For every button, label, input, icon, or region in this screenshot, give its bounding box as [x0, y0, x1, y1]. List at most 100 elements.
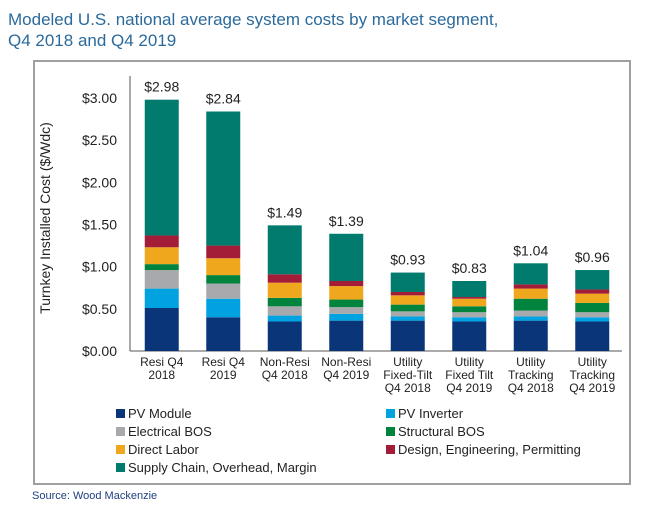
bar-total-label: $2.84: [206, 90, 241, 106]
legend-item: Electrical BOS: [116, 424, 212, 439]
x-tick-label: Utility: [393, 355, 422, 369]
bar-segment-design-engineering-permitting: [329, 281, 364, 287]
bar-segment-supply-chain-overhead-margin: [452, 281, 487, 298]
bar-total-label: $2.98: [144, 79, 179, 95]
bar-segment-structural-bos: [390, 304, 425, 312]
bar-segment-direct-labor: [390, 295, 425, 305]
y-tick-label: $0.00: [82, 343, 117, 359]
bar-segment-pv-inverter: [390, 316, 425, 321]
bar-segment-electrical-bos: [452, 312, 487, 318]
bar-segment-structural-bos: [206, 275, 241, 284]
title-line-2: Q4 2018 and Q4 2019: [8, 31, 177, 50]
bar-total-label: $0.83: [452, 260, 487, 276]
x-tick-label: Tracking: [569, 368, 615, 382]
bar-segment-electrical-bos: [267, 306, 302, 316]
bar-segment-pv-inverter: [206, 298, 241, 318]
bar-segment-design-engineering-permitting: [206, 245, 241, 259]
y-tick-label: $1.50: [82, 217, 117, 233]
bar-segment-design-engineering-permitting: [452, 297, 487, 299]
bar-segment-pv-module: [144, 307, 179, 351]
bar-total-label: $1.39: [329, 213, 364, 229]
bar-total-label: $0.93: [390, 252, 425, 268]
bar-segment-direct-labor: [206, 258, 241, 276]
legend-label: PV Module: [128, 406, 192, 421]
x-tick-label: Utility: [455, 355, 484, 369]
x-tick-label: Q4 2018: [262, 368, 308, 382]
y-tick-label: $3.00: [82, 90, 117, 106]
bar-segment-direct-labor: [329, 286, 364, 300]
bar-segment-pv-inverter: [144, 288, 179, 308]
bar-segment-electrical-bos: [513, 310, 548, 317]
bar-segment-pv-module: [513, 320, 548, 351]
bar-segment-pv-inverter: [575, 317, 610, 322]
x-tick-label: Fixed-Tilt: [383, 368, 433, 382]
bar-segment-pv-module: [329, 320, 364, 351]
legend-item: Supply Chain, Overhead, Margin: [116, 460, 317, 475]
bar-segment-pv-inverter: [267, 315, 302, 322]
legend-swatch: [386, 409, 395, 418]
source-note: Source: Wood Mackenzie: [32, 490, 158, 502]
bar-segment-structural-bos: [575, 302, 610, 313]
bar-segment-supply-chain-overhead-margin: [575, 270, 610, 290]
bar-segment-pv-inverter: [452, 317, 487, 322]
bar-segment-supply-chain-overhead-margin: [206, 111, 241, 246]
bar-segment-structural-bos: [513, 298, 548, 311]
x-tick-label: Resi Q4: [140, 355, 184, 369]
bar-segment-supply-chain-overhead-margin: [144, 99, 179, 236]
legend-swatch: [116, 445, 125, 454]
bar-segment-direct-labor: [575, 293, 610, 303]
bar-segment-pv-module: [575, 321, 610, 351]
x-tick-label: 2019: [210, 368, 237, 382]
y-tick-label: $0.50: [82, 301, 117, 317]
bar-segment-design-engineering-permitting: [513, 284, 548, 289]
y-axis-label: Turnkey Installed Cost ($/Wdc): [37, 122, 53, 314]
legend-item: Design, Engineering, Permitting: [386, 442, 581, 457]
x-tick-label: Resi Q4: [202, 355, 246, 369]
legend-label: Structural BOS: [398, 424, 485, 439]
bar-segment-structural-bos: [144, 264, 179, 271]
bar-total-label: $1.04: [513, 242, 548, 258]
bar-segment-supply-chain-overhead-margin: [513, 263, 548, 285]
legend-item: Direct Labor: [116, 442, 199, 457]
x-tick-label: Q4 2018: [385, 381, 431, 395]
legend-item: PV Module: [116, 406, 192, 421]
legend-label: Design, Engineering, Permitting: [398, 442, 581, 457]
bar-segment-electrical-bos: [575, 312, 610, 318]
title-line-1: Modeled U.S. national average system cos…: [8, 10, 499, 29]
bar-segment-supply-chain-overhead-margin: [390, 272, 425, 292]
bar-segment-design-engineering-permitting: [390, 291, 425, 296]
bar-segment-pv-module: [206, 317, 241, 351]
x-tick-label: Non-Resi: [321, 355, 371, 369]
bar-segment-direct-labor: [144, 247, 179, 265]
x-tick-label: Q4 2019: [569, 381, 615, 395]
legend-swatch: [116, 409, 125, 418]
x-tick-label: Fixed Tilt: [445, 368, 494, 382]
bar-segment-electrical-bos: [390, 311, 425, 317]
chart-title: Modeled U.S. national average system cos…: [8, 9, 498, 51]
bar-segment-structural-bos: [267, 297, 302, 307]
bar-segment-electrical-bos: [144, 270, 179, 289]
bar-segment-design-engineering-permitting: [575, 289, 610, 294]
x-tick-label: Utility: [578, 355, 607, 369]
bar-total-label: $1.49: [267, 204, 302, 220]
legend-swatch: [116, 463, 125, 472]
bar-segment-supply-chain-overhead-margin: [267, 225, 302, 275]
x-tick-label: Tracking: [508, 368, 554, 382]
x-tick-label: Utility: [516, 355, 545, 369]
legend-swatch: [386, 445, 395, 454]
legend-item: Structural BOS: [386, 424, 485, 439]
bar-segment-pv-module: [452, 321, 487, 351]
bar-segment-electrical-bos: [329, 307, 364, 314]
x-tick-label: Q4 2018: [508, 381, 554, 395]
bar-segment-supply-chain-overhead-margin: [329, 233, 364, 282]
chart-frame: [33, 60, 631, 485]
bar-segment-pv-inverter: [329, 313, 364, 321]
bar-segment-direct-labor: [513, 288, 548, 299]
bar-segment-design-engineering-permitting: [144, 235, 179, 248]
bar-segment-design-engineering-permitting: [267, 274, 302, 283]
legend-label: PV Inverter: [398, 406, 464, 421]
legend-label: Electrical BOS: [128, 424, 212, 439]
x-tick-label: Q4 2019: [323, 368, 369, 382]
